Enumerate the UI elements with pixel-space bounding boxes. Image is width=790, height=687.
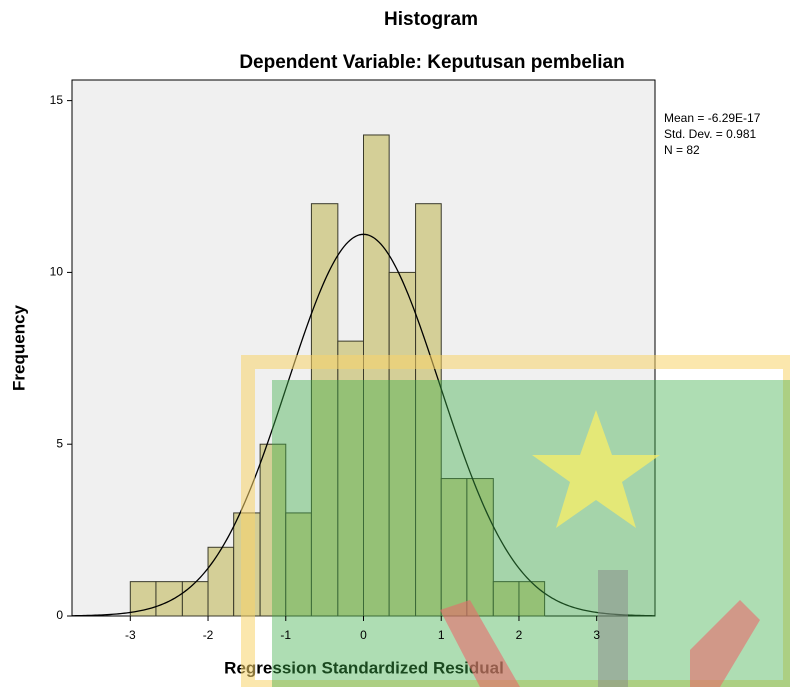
watermark-shape [690, 600, 760, 687]
y-tick-label: 0 [56, 608, 63, 622]
bar [492, 581, 520, 617]
bar [388, 271, 417, 617]
bar [259, 443, 287, 617]
bar [466, 478, 494, 617]
annotation: Std. Dev. = 0.981 [664, 127, 756, 141]
bar [129, 581, 157, 617]
bar [285, 512, 312, 617]
bar [207, 546, 235, 617]
bar [181, 581, 209, 617]
x-tick-label: 1 [438, 628, 445, 642]
y-axis-title: Frequency [9, 304, 28, 391]
x-tick-label: 0 [360, 628, 367, 642]
chart-title: Histogram [384, 9, 478, 30]
x-tick-label: 3 [593, 628, 600, 642]
annotation: N = 82 [664, 143, 700, 157]
bar [440, 478, 468, 617]
y-tick-label: 15 [50, 93, 64, 107]
x-tick-label: -2 [203, 628, 214, 642]
annotation: Mean = -6.29E-17 [664, 111, 761, 125]
x-axis-title: Regression Standardized Residual [224, 658, 504, 677]
x-tick-label: -3 [125, 628, 136, 642]
y-tick-label: 5 [56, 436, 63, 450]
bar [155, 581, 183, 617]
x-tick-label: 2 [516, 628, 523, 642]
y-tick-label: 10 [50, 265, 64, 279]
bar [363, 134, 390, 617]
chart-subtitle: Dependent Variable: Keputusan pembelian [239, 52, 624, 73]
bar [518, 581, 546, 617]
bar [310, 203, 339, 617]
bar [337, 340, 364, 617]
x-tick-label: -1 [280, 628, 291, 642]
bar [233, 512, 261, 617]
bar [415, 203, 442, 617]
annotations: Mean = -6.29E-17 Std. Dev. = 0.981 N = 8… [664, 111, 761, 157]
